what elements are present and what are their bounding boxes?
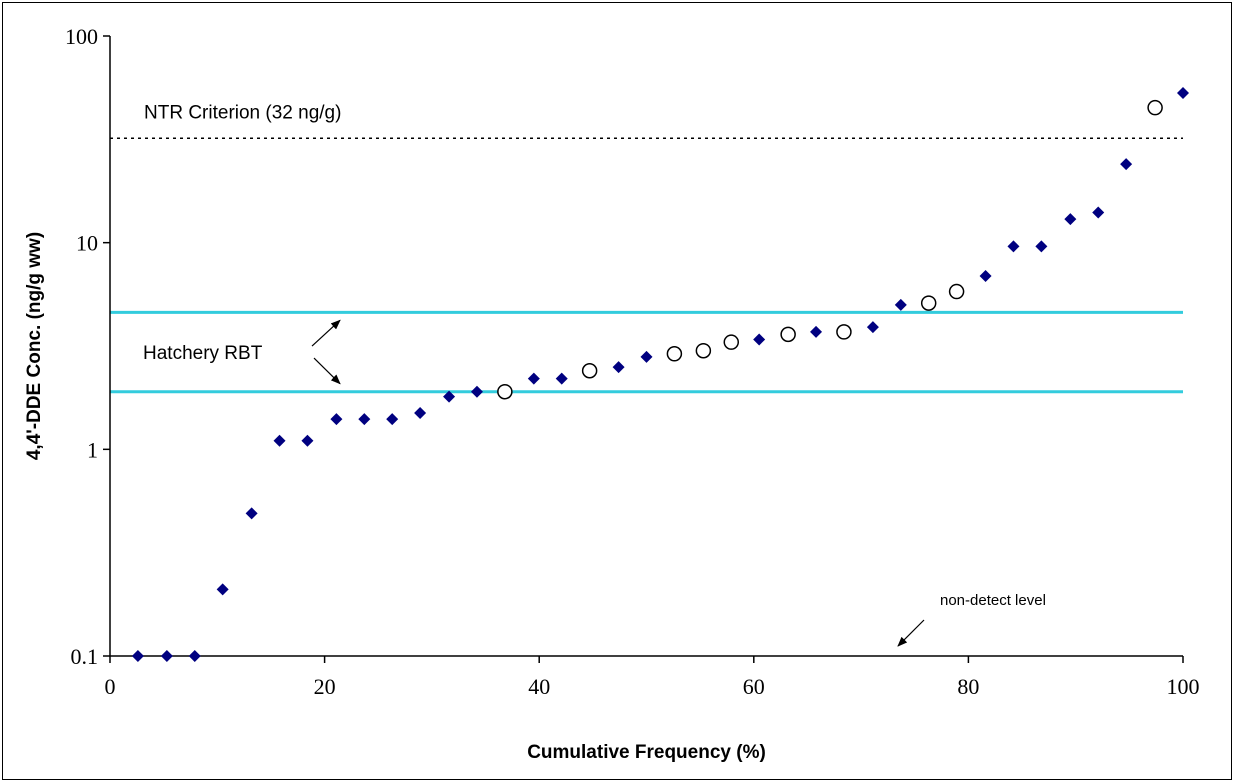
diamond-point — [245, 507, 258, 520]
ntr-criterion-label: NTR Criterion (32 ng/g) — [144, 102, 341, 123]
diamond-point — [1120, 158, 1133, 171]
diamond-point — [640, 350, 653, 363]
open-circle-point — [1147, 99, 1163, 116]
open-circle-point — [920, 295, 937, 311]
x-tick-label: 20 — [314, 674, 336, 699]
diamond-point — [979, 269, 992, 282]
x-axis-title: Cumulative Frequency (%) — [527, 742, 766, 763]
open-circle-point — [780, 326, 796, 343]
data-points — [131, 86, 1189, 662]
diamond-point — [301, 434, 314, 447]
open-circle-point — [836, 324, 852, 340]
x-tick-label: 80 — [957, 674, 979, 699]
open-circle-point — [948, 283, 965, 300]
diamond-point — [1092, 206, 1105, 219]
diamond-point — [414, 406, 427, 419]
non-detect-arrow — [897, 619, 925, 647]
axis-ticks: 0 20 40 60 80 100 0.1 1 10 100 — [65, 24, 1200, 699]
diamond-point — [216, 583, 229, 596]
hatchery-rbt-label: Hatchery RBT — [143, 343, 263, 364]
x-tick-label: 100 — [1167, 674, 1200, 699]
x-tick-label: 0 — [105, 674, 116, 699]
y-tick-label: 1 — [87, 437, 98, 462]
axes — [109, 36, 1183, 657]
diamond-point — [1064, 213, 1077, 226]
diamond-point — [330, 413, 343, 426]
open-circle-point — [581, 363, 598, 379]
y-axis-title: 4,4'-DDE Conc. (ng/g ww) — [24, 232, 45, 460]
diamond-point — [810, 325, 823, 338]
diamond-point — [866, 321, 879, 334]
open-circle-point — [695, 342, 712, 359]
diamond-point — [470, 385, 483, 398]
open-circle-point — [497, 383, 513, 400]
x-tick-label: 60 — [743, 674, 765, 699]
diamond-point — [1035, 240, 1048, 253]
hatchery-arrow-upper — [311, 319, 341, 347]
hatchery-arrow-lower — [313, 357, 341, 385]
diamond-point — [273, 434, 286, 447]
diamond-point — [131, 650, 144, 662]
diamond-point — [358, 413, 371, 426]
reference-lines — [110, 137, 1183, 394]
diamond-point — [894, 298, 907, 311]
y-tick-label: 100 — [65, 24, 98, 49]
y-tick-label: 0.1 — [71, 644, 99, 669]
diamond-point — [1007, 240, 1020, 253]
diamond-point — [612, 361, 625, 374]
y-tick-label: 10 — [76, 231, 98, 256]
non-detect-level-label: non-detect level — [940, 592, 1046, 609]
diamond-point — [160, 650, 173, 662]
open-circle-point — [666, 346, 683, 362]
diamond-point — [443, 390, 456, 403]
diamond-point — [555, 372, 568, 385]
diamond-point — [753, 333, 766, 346]
x-tick-label: 40 — [528, 674, 550, 699]
diamond-point — [386, 413, 399, 426]
diamond-point — [1177, 86, 1189, 99]
diamond-point — [188, 650, 201, 662]
diamond-point — [527, 372, 540, 385]
open-circle-point — [723, 334, 740, 350]
